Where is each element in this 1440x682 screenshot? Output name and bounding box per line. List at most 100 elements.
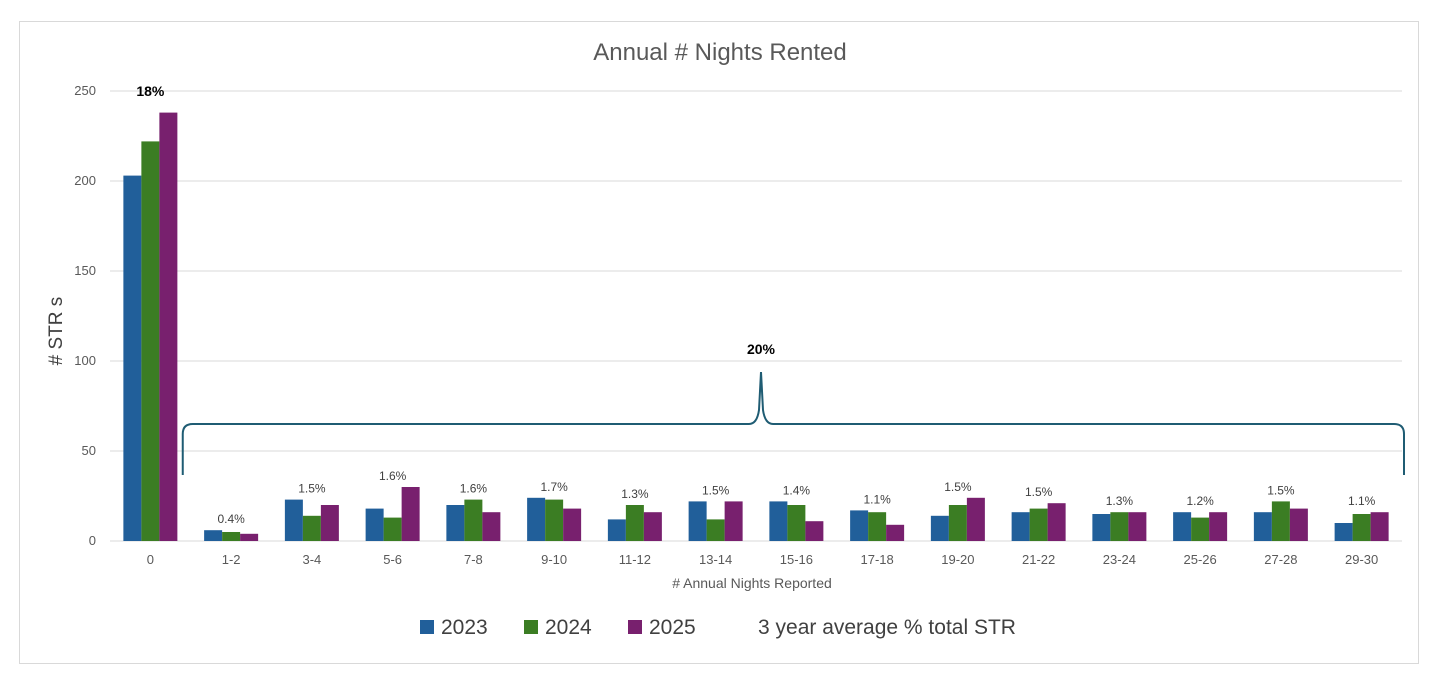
data-label: 1.1% [1348,494,1376,508]
y-tick-label: 50 [82,443,96,458]
x-tick-label: 19-20 [941,552,974,567]
data-label: 1.3% [1106,494,1134,508]
legend-swatch [524,620,538,634]
bar [141,141,160,541]
data-label: 1.5% [1267,483,1295,497]
bar [886,524,905,541]
x-tick-label: 15-16 [780,552,813,567]
y-tick-label: 0 [89,533,96,548]
x-axis-title: # Annual Nights Reported [672,575,832,591]
bar [1128,512,1147,541]
data-label: 1.5% [702,483,730,497]
bar [1191,517,1210,541]
x-tick-label: 0 [147,552,154,567]
y-tick-label: 200 [74,173,96,188]
bar [1370,512,1389,541]
x-tick-label: 21-22 [1022,552,1055,567]
bar [240,533,259,541]
legend-swatch [628,620,642,634]
bar [1352,514,1371,541]
bar [769,501,788,541]
bar [222,532,241,541]
bar [1110,512,1129,541]
bar [1271,501,1290,541]
data-label: 1.5% [944,480,972,494]
data-label: 1.5% [1025,485,1053,499]
data-label: 18% [136,83,165,99]
legend-label: 2025 [649,616,696,639]
x-tick-label: 11-12 [619,552,651,567]
legend-label: 2024 [545,616,592,639]
bar [482,512,501,541]
bar-chart: Annual # Nights Rented 0 50 100 150 200 250 #… [46,39,1405,639]
bar [1092,514,1111,541]
bar [123,175,142,541]
legend-label: 2023 [441,616,488,639]
bar [1253,512,1272,541]
bar [805,521,824,541]
bar [706,519,725,541]
data-label: 1.5% [298,482,326,496]
bar [1011,512,1030,541]
x-tick-label: 25-26 [1184,552,1217,567]
bar [850,510,869,541]
y-tick-label: 100 [74,353,96,368]
bar [1289,508,1308,541]
bar [302,515,321,541]
bar [1173,512,1192,541]
data-label: 1.3% [621,487,649,501]
x-tick-label: 29-30 [1345,552,1378,567]
data-label: 0.4% [217,512,245,526]
bar [464,499,483,541]
chart-frame: Annual # Nights Rented 0 50 100 150 200 250 #… [19,21,1419,664]
bar [607,519,626,541]
bar [401,487,420,541]
bar [320,505,339,541]
x-tick-label: 5-6 [383,552,402,567]
bar [527,497,546,541]
bar [625,505,644,541]
data-label: 1.6% [460,482,488,496]
bar [1047,503,1066,541]
bar [1029,508,1048,541]
y-tick-label: 150 [74,263,96,278]
x-tick-label: 3-4 [302,552,321,567]
x-tick-label: 13-14 [699,552,732,567]
bar [966,497,985,541]
bar [1209,512,1228,541]
bar [787,505,806,541]
x-tick-label: 9-10 [541,552,567,567]
bar [446,505,465,541]
x-tick-label: 7-8 [464,552,483,567]
x-tick-label: 23-24 [1103,552,1136,567]
bar [868,512,887,541]
data-label: 1.2% [1186,494,1214,508]
legend-swatch [420,620,434,634]
bar [643,512,662,541]
x-tick-label: 27-28 [1264,552,1297,567]
bar [724,501,743,541]
bar [284,499,303,541]
data-label: 1.7% [540,480,568,494]
range-bracket [181,371,1405,475]
bracket-label: 20% [747,341,776,357]
data-label: 1.1% [863,492,891,506]
legend-note: 3 year average % total STR [758,616,1016,639]
data-label: 1.4% [783,483,811,497]
bar [1334,523,1353,541]
bar [545,499,564,541]
y-tick-label: 250 [74,83,96,98]
y-axis-title: # STR s [46,297,67,366]
x-tick-label: 1-2 [222,552,241,567]
bar [948,505,967,541]
bar [204,530,223,541]
bar [383,517,402,541]
bar [688,501,707,541]
bar [159,112,178,541]
chart-title: Annual # Nights Rented [593,39,847,66]
bar [365,508,384,541]
bar [930,515,949,541]
x-tick-label: 17-18 [861,552,894,567]
bar [563,508,582,541]
data-label: 1.6% [379,469,407,483]
